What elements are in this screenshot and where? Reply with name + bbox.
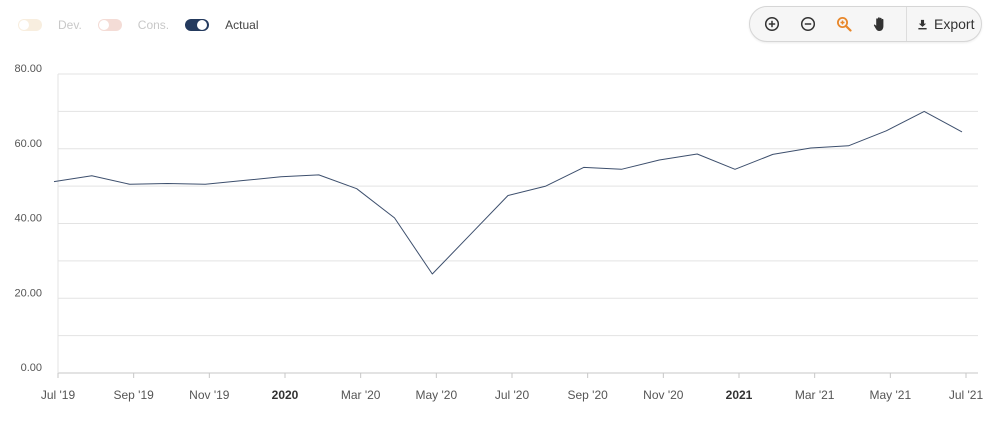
toggle-actual[interactable]: Actual (185, 18, 259, 32)
data-point[interactable] (694, 151, 700, 157)
data-point[interactable] (89, 173, 95, 179)
y-tick-label: 40.00 (14, 213, 42, 225)
plot-area[interactable] (51, 108, 965, 277)
series-line-actual[interactable] (53, 110, 963, 275)
data-point[interactable] (467, 232, 473, 238)
x-tick-label: Nov '19 (189, 388, 230, 402)
zoom-out-button[interactable] (790, 7, 826, 41)
x-tick-label: 2021 (726, 388, 753, 402)
data-point[interactable] (656, 157, 662, 163)
data-point[interactable] (543, 183, 549, 189)
x-tick-label: Sep '19 (114, 388, 155, 402)
data-point[interactable] (316, 172, 322, 178)
pan-hand-icon (873, 17, 884, 31)
y-axis: 0.00 20.00 40.00 60.00 80.00 (14, 63, 42, 374)
data-point[interactable] (846, 143, 852, 149)
data-point[interactable] (770, 151, 776, 157)
data-point[interactable] (732, 166, 738, 172)
zoom-in-button[interactable] (754, 7, 790, 41)
chart-toolbar: Export (749, 6, 982, 42)
x-tick-label: Jul '21 (949, 388, 984, 402)
download-icon (918, 19, 927, 29)
zoom-select-button[interactable] (826, 7, 862, 41)
x-tick-label: 2020 (272, 388, 299, 402)
data-point[interactable] (51, 179, 57, 185)
data-point[interactable] (619, 166, 625, 172)
y-tick-label: 80.00 (14, 63, 42, 75)
toggle-dev-switch[interactable] (18, 19, 42, 31)
zoom-out-icon (800, 16, 816, 32)
toggle-actual-switch[interactable] (185, 19, 210, 31)
x-tick-label: Sep '20 (568, 388, 609, 402)
toggle-dev-label: Dev. (58, 18, 82, 32)
toggle-cons-switch[interactable] (97, 19, 122, 31)
data-point[interactable] (127, 181, 133, 187)
toggle-actual-label: Actual (225, 18, 259, 32)
y-tick-label: 0.00 (21, 362, 42, 374)
data-point[interactable] (429, 271, 435, 277)
x-axis: Jul '19 Sep '19 Nov '19 2020 Mar '20 May '20 J… (41, 373, 984, 402)
data-point[interactable] (202, 181, 208, 187)
data-point[interactable] (808, 145, 814, 151)
x-tick-label: May '21 (870, 388, 912, 402)
zoom-select-icon (837, 17, 852, 32)
toolbar-divider (906, 7, 907, 41)
data-point[interactable] (240, 178, 246, 184)
toggle-dev[interactable]: Dev. (18, 18, 82, 32)
data-point[interactable] (921, 108, 927, 114)
data-point[interactable] (392, 215, 398, 221)
export-button[interactable]: Export (907, 7, 974, 41)
x-tick-label: Nov '20 (643, 388, 684, 402)
y-tick-label: 60.00 (14, 138, 42, 150)
pan-button[interactable] (862, 7, 898, 41)
gridlines (57, 73, 978, 374)
data-point[interactable] (278, 174, 284, 180)
data-point[interactable] (959, 129, 965, 135)
toggle-cons-label: Cons. (137, 18, 170, 32)
x-tick-label: Jul '20 (495, 388, 530, 402)
data-point[interactable] (354, 186, 360, 192)
export-label: Export (934, 16, 975, 32)
series-toggles: Dev. Cons. Actual (18, 18, 275, 32)
data-point[interactable] (505, 192, 511, 198)
x-tick-label: Mar '21 (795, 388, 835, 402)
x-tick-label: May '20 (416, 388, 458, 402)
x-tick-label: Mar '20 (341, 388, 381, 402)
data-point[interactable] (165, 181, 171, 187)
toggle-cons[interactable]: Cons. (97, 18, 170, 32)
zoom-in-icon (764, 16, 780, 32)
data-point[interactable] (883, 128, 889, 134)
data-point[interactable] (581, 164, 587, 170)
y-tick-label: 20.00 (14, 287, 42, 299)
x-tick-label: Jul '19 (41, 388, 76, 402)
